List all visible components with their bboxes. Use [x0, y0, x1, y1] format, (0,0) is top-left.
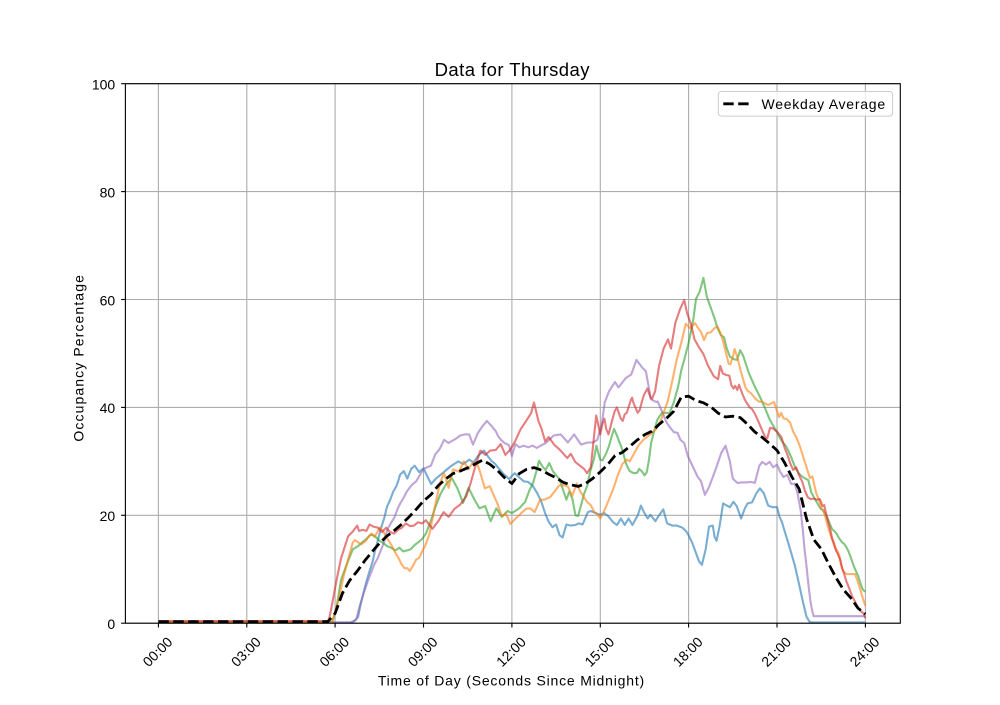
- svg-text:20: 20: [100, 508, 116, 524]
- svg-text:Occupancy Percentage: Occupancy Percentage: [71, 274, 87, 442]
- svg-text:0: 0: [107, 616, 115, 632]
- svg-text:Data for Thursday: Data for Thursday: [435, 59, 591, 80]
- svg-text:80: 80: [100, 184, 116, 200]
- svg-text:40: 40: [100, 400, 116, 416]
- svg-text:60: 60: [100, 292, 116, 308]
- svg-text:Weekday Average: Weekday Average: [762, 96, 886, 112]
- svg-text:Time of Day (Seconds Since Mid: Time of Day (Seconds Since Midnight): [378, 673, 645, 689]
- svg-text:100: 100: [92, 77, 116, 93]
